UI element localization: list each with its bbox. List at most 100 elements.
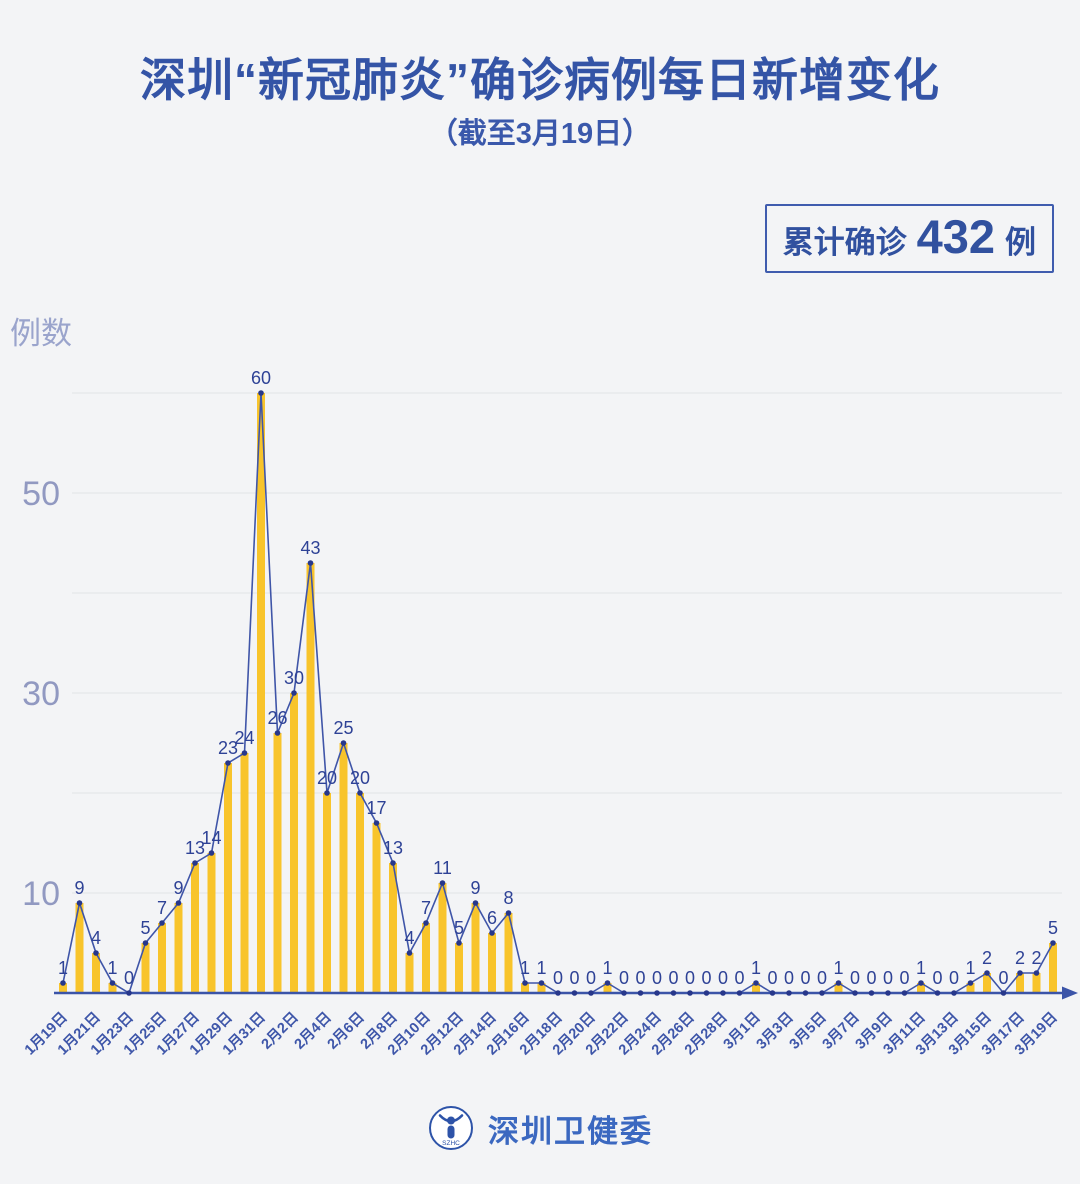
- data-point: [835, 980, 842, 986]
- bar: [438, 883, 447, 993]
- value-label: 0: [652, 968, 662, 988]
- data-point: [604, 980, 611, 986]
- value-label: 20: [350, 768, 370, 788]
- bar: [290, 693, 298, 993]
- bar: [323, 793, 331, 993]
- value-label: 13: [383, 838, 403, 858]
- value-label: 60: [251, 368, 271, 388]
- data-point: [753, 980, 759, 986]
- page-subtitle: （截至3月19日）: [428, 118, 652, 150]
- value-label: 17: [366, 798, 386, 818]
- y-tick-label: 50: [22, 475, 60, 513]
- bar: [1016, 973, 1024, 993]
- bar: [471, 903, 480, 993]
- bar: [92, 953, 100, 993]
- data-point: [901, 990, 908, 996]
- bar: [834, 983, 843, 993]
- value-label: 6: [487, 908, 497, 928]
- data-point: [406, 950, 413, 956]
- szhc-logo-icon: SZHC: [429, 1106, 473, 1150]
- bar: [141, 943, 150, 993]
- data-point: [852, 990, 858, 996]
- bar: [108, 983, 117, 993]
- bar: [405, 953, 414, 993]
- bar: [504, 913, 513, 993]
- bar: [191, 863, 199, 993]
- value-label: 8: [503, 888, 513, 908]
- value-label: 0: [767, 968, 777, 988]
- footer: SZHC 深圳卫健委: [0, 1104, 1080, 1152]
- value-label: 1: [602, 958, 612, 978]
- data-point: [142, 940, 149, 946]
- bar: [174, 903, 183, 993]
- value-label: 5: [454, 918, 464, 938]
- value-label: 0: [932, 968, 942, 988]
- data-point: [307, 560, 314, 566]
- data-point: [522, 980, 528, 986]
- badge-prefix: 累计确诊: [782, 225, 907, 260]
- data-point: [621, 990, 627, 996]
- data-point: [126, 990, 132, 996]
- value-label: 0: [998, 968, 1008, 988]
- data-point: [192, 860, 198, 866]
- footer-org-name: 深圳卫健委: [488, 1113, 653, 1149]
- value-label: 0: [685, 968, 695, 988]
- value-label: 26: [267, 708, 287, 728]
- logo-letters: SZHC: [442, 1140, 460, 1147]
- value-label: 30: [284, 668, 304, 688]
- bar: [372, 823, 381, 993]
- value-label: 11: [433, 858, 452, 878]
- value-label: 0: [949, 968, 959, 988]
- bar: [339, 743, 348, 993]
- data-point: [1033, 970, 1040, 976]
- bar: [59, 983, 67, 993]
- value-label: 43: [300, 538, 320, 558]
- data-point: [93, 950, 99, 956]
- data-point: [489, 930, 495, 936]
- value-label: 0: [883, 968, 893, 988]
- value-label: 0: [635, 968, 645, 988]
- data-point: [456, 940, 462, 946]
- value-label: 23: [218, 738, 238, 758]
- value-label: 9: [74, 878, 84, 898]
- data-point: [225, 760, 231, 766]
- bar: [306, 563, 315, 993]
- bar: [207, 853, 216, 993]
- data-point: [1050, 940, 1056, 946]
- bar: [273, 733, 282, 993]
- value-label: 5: [1048, 918, 1058, 938]
- value-label: 13: [185, 838, 205, 858]
- data-point: [720, 990, 726, 996]
- data-point: [555, 990, 561, 996]
- data-point: [291, 690, 297, 696]
- data-point: [76, 900, 83, 906]
- badge-value: 432: [916, 210, 995, 263]
- bar: [603, 983, 612, 993]
- data-point: [505, 910, 512, 916]
- data-point: [472, 900, 479, 906]
- bar: [521, 983, 529, 993]
- value-label: 0: [866, 968, 876, 988]
- value-label: 24: [234, 728, 254, 748]
- data-point: [60, 980, 66, 986]
- bar: [455, 943, 463, 993]
- value-label: 0: [817, 968, 827, 988]
- bar: [356, 793, 364, 993]
- value-label: 0: [569, 968, 579, 988]
- value-label: 0: [734, 968, 744, 988]
- value-label: 2: [1031, 948, 1041, 968]
- bar: [158, 923, 166, 993]
- value-label: 25: [333, 718, 353, 738]
- data-point: [1000, 990, 1007, 996]
- value-label: 1: [965, 958, 975, 978]
- data-point: [571, 990, 578, 996]
- data-point: [390, 860, 396, 866]
- badge-suffix: 例: [1005, 225, 1036, 260]
- bar: [1032, 973, 1041, 993]
- data-point: [159, 920, 165, 926]
- bar: [983, 973, 991, 993]
- data-point: [819, 990, 825, 996]
- data-point: [373, 820, 380, 826]
- value-label: 7: [157, 898, 167, 918]
